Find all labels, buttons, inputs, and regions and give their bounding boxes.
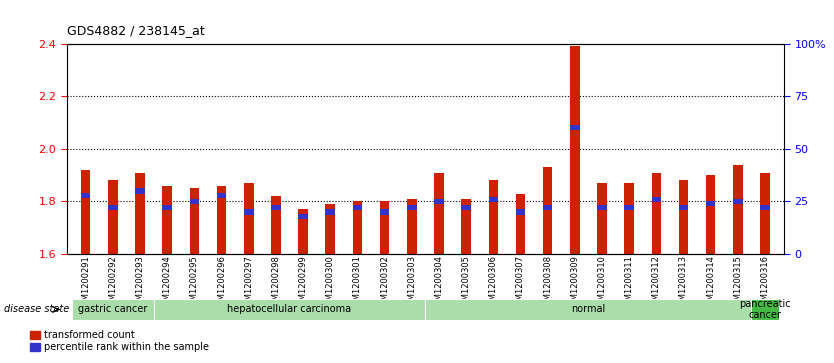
Bar (135, 188, 145, 193)
Bar (73, 299, 153, 320)
Text: disease state: disease state (4, 305, 69, 314)
Bar (299, 209, 308, 254)
Bar (706, 201, 716, 206)
Bar (325, 209, 335, 215)
Bar (244, 183, 254, 254)
Bar (651, 172, 661, 254)
Bar (461, 199, 471, 254)
Bar (425, 299, 751, 320)
Bar (271, 205, 281, 211)
Bar (651, 197, 661, 202)
Bar (189, 199, 199, 204)
Bar (461, 205, 471, 211)
Bar (597, 205, 606, 211)
Bar (217, 186, 226, 254)
Bar (379, 209, 389, 215)
Bar (81, 192, 91, 198)
Bar (108, 180, 118, 254)
Bar (760, 205, 770, 211)
Text: pancreatic
cancer: pancreatic cancer (739, 299, 791, 320)
Bar (189, 188, 199, 254)
Text: hepatocellular carcinoma: hepatocellular carcinoma (228, 305, 352, 314)
Bar (353, 205, 362, 211)
Bar (325, 204, 335, 254)
Bar (733, 199, 742, 204)
Bar (435, 172, 444, 254)
Bar (407, 199, 416, 254)
Bar (625, 183, 634, 254)
Bar (570, 46, 580, 254)
Bar (81, 170, 91, 254)
Bar (135, 172, 145, 254)
Bar (760, 172, 770, 254)
Bar (543, 167, 552, 254)
Bar (570, 125, 580, 130)
Bar (163, 205, 172, 211)
Bar (515, 193, 525, 254)
Bar (515, 209, 525, 215)
Bar (353, 201, 362, 254)
Bar (217, 192, 226, 198)
Bar (597, 183, 606, 254)
Bar (733, 165, 742, 254)
Bar (706, 175, 716, 254)
Bar (163, 186, 172, 254)
Bar (543, 205, 552, 211)
Bar (679, 205, 688, 211)
Bar (751, 299, 778, 320)
Text: GDS4882 / 238145_at: GDS4882 / 238145_at (67, 24, 204, 37)
Bar (244, 209, 254, 215)
Bar (489, 180, 498, 254)
Bar (435, 199, 444, 204)
Legend: transformed count, percentile rank within the sample: transformed count, percentile rank withi… (30, 330, 209, 352)
Bar (625, 205, 634, 211)
Bar (407, 205, 416, 211)
Bar (299, 213, 308, 219)
Text: normal: normal (571, 305, 605, 314)
Bar (153, 299, 425, 320)
Bar (108, 205, 118, 211)
Bar (271, 196, 281, 254)
Bar (379, 201, 389, 254)
Bar (679, 180, 688, 254)
Bar (489, 197, 498, 202)
Text: gastric cancer: gastric cancer (78, 305, 148, 314)
